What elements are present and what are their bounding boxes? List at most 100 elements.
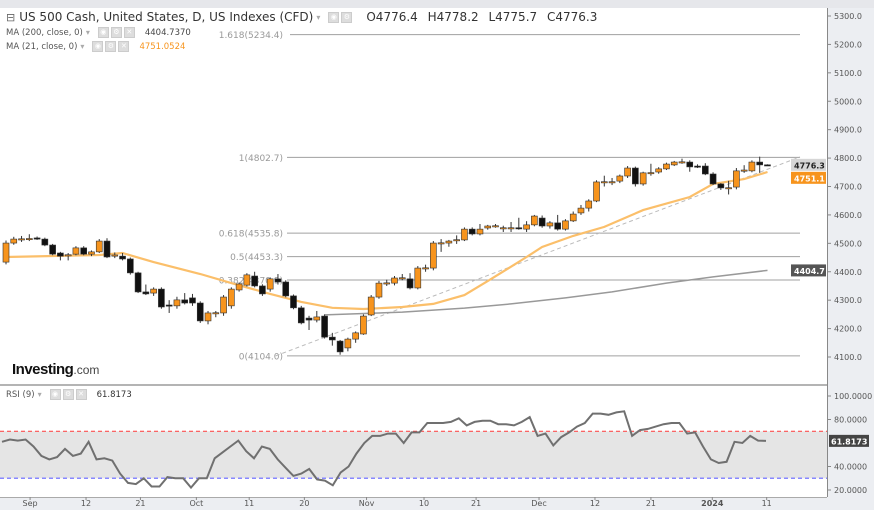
candle[interactable] [329,332,336,346]
candle[interactable] [235,282,243,292]
eye-icon[interactable]: ◉ [49,389,61,400]
candle[interactable] [33,236,41,240]
candle[interactable] [336,339,344,355]
candle[interactable] [305,315,313,331]
candle[interactable] [639,171,647,186]
candle[interactable] [764,164,771,167]
candle[interactable] [398,274,406,281]
candle[interactable] [173,296,181,309]
candle[interactable] [453,235,460,244]
candle[interactable] [367,295,375,317]
candle[interactable] [228,287,235,309]
candle[interactable] [95,239,103,253]
candle[interactable] [259,284,266,296]
candle[interactable] [468,227,476,236]
candle[interactable] [150,287,157,296]
candle[interactable] [212,310,220,318]
candle[interactable] [461,227,468,242]
candle[interactable] [72,246,80,256]
candle[interactable] [127,257,134,275]
candle[interactable] [701,163,709,176]
candle[interactable] [181,293,189,305]
candle[interactable] [41,237,49,247]
candle[interactable] [733,168,740,190]
candle[interactable] [142,284,150,296]
gear-icon[interactable]: ⚙ [105,41,117,52]
candle[interactable] [647,163,655,176]
candle[interactable] [694,164,701,169]
candle[interactable] [507,222,515,232]
candle[interactable] [290,294,297,310]
candle[interactable] [391,276,398,286]
eye-icon[interactable]: ◉ [328,11,340,23]
candle[interactable] [321,314,328,339]
candle[interactable] [119,252,126,261]
candle[interactable] [103,238,111,259]
candle[interactable] [554,214,561,231]
rsi-label[interactable]: RSI (9) [6,389,35,400]
candle[interactable] [297,305,305,325]
candle[interactable] [484,224,492,230]
candle[interactable] [344,337,352,352]
ma200-label[interactable]: MA (200, close, 0) [6,27,83,38]
candle[interactable] [670,160,678,167]
candle[interactable] [499,225,507,232]
candle[interactable] [538,215,546,228]
candle[interactable] [274,274,282,285]
ma21-line[interactable] [5,170,768,311]
close-icon[interactable]: ✕ [75,389,87,400]
candle[interactable] [18,235,25,242]
candle[interactable] [593,180,600,203]
ma200-line[interactable] [324,269,768,316]
candle[interactable] [243,273,251,287]
candle[interactable] [624,166,631,178]
close-icon[interactable]: ✕ [123,27,135,38]
candle[interactable] [134,271,142,294]
eye-icon[interactable]: ◉ [97,27,109,38]
candle[interactable] [476,224,484,236]
candle[interactable] [492,224,499,228]
candle[interactable] [196,301,204,323]
candle[interactable] [251,271,258,288]
candle[interactable] [189,293,196,306]
gear-icon[interactable]: ⚙ [62,389,74,400]
chevron-down-icon[interactable]: ▾ [85,28,90,37]
candle[interactable] [2,240,10,265]
candle[interactable] [80,246,87,256]
gear-icon[interactable]: ⚙ [341,11,353,23]
candle[interactable] [158,287,165,309]
candle[interactable] [360,314,367,335]
candle[interactable] [57,251,64,261]
candle[interactable] [562,219,569,231]
candle[interactable] [523,221,530,232]
candle[interactable] [375,280,383,299]
candle[interactable] [515,217,523,230]
candle[interactable] [577,204,585,215]
candle[interactable] [709,172,717,186]
candle[interactable] [204,310,212,325]
candle[interactable] [608,177,616,186]
candle[interactable] [445,239,453,247]
candle[interactable] [756,156,763,173]
candle[interactable] [10,236,18,245]
candle[interactable] [748,160,756,173]
candle[interactable] [414,266,422,290]
candle[interactable] [422,264,429,272]
candle[interactable] [585,199,593,212]
candle[interactable] [406,273,414,290]
candle[interactable] [88,250,95,257]
candle[interactable] [352,331,359,343]
candle[interactable] [717,183,725,190]
candle[interactable] [686,160,694,172]
gear-icon[interactable]: ⚙ [110,27,122,38]
candle[interactable] [220,295,227,316]
candle[interactable] [655,167,662,174]
rsi-line[interactable] [1,410,767,490]
chevron-down-icon[interactable]: ▾ [316,12,321,22]
candle[interactable] [313,310,321,323]
candle[interactable] [740,165,748,173]
candle[interactable] [632,166,639,187]
candle[interactable] [663,162,670,171]
candle[interactable] [64,252,72,261]
